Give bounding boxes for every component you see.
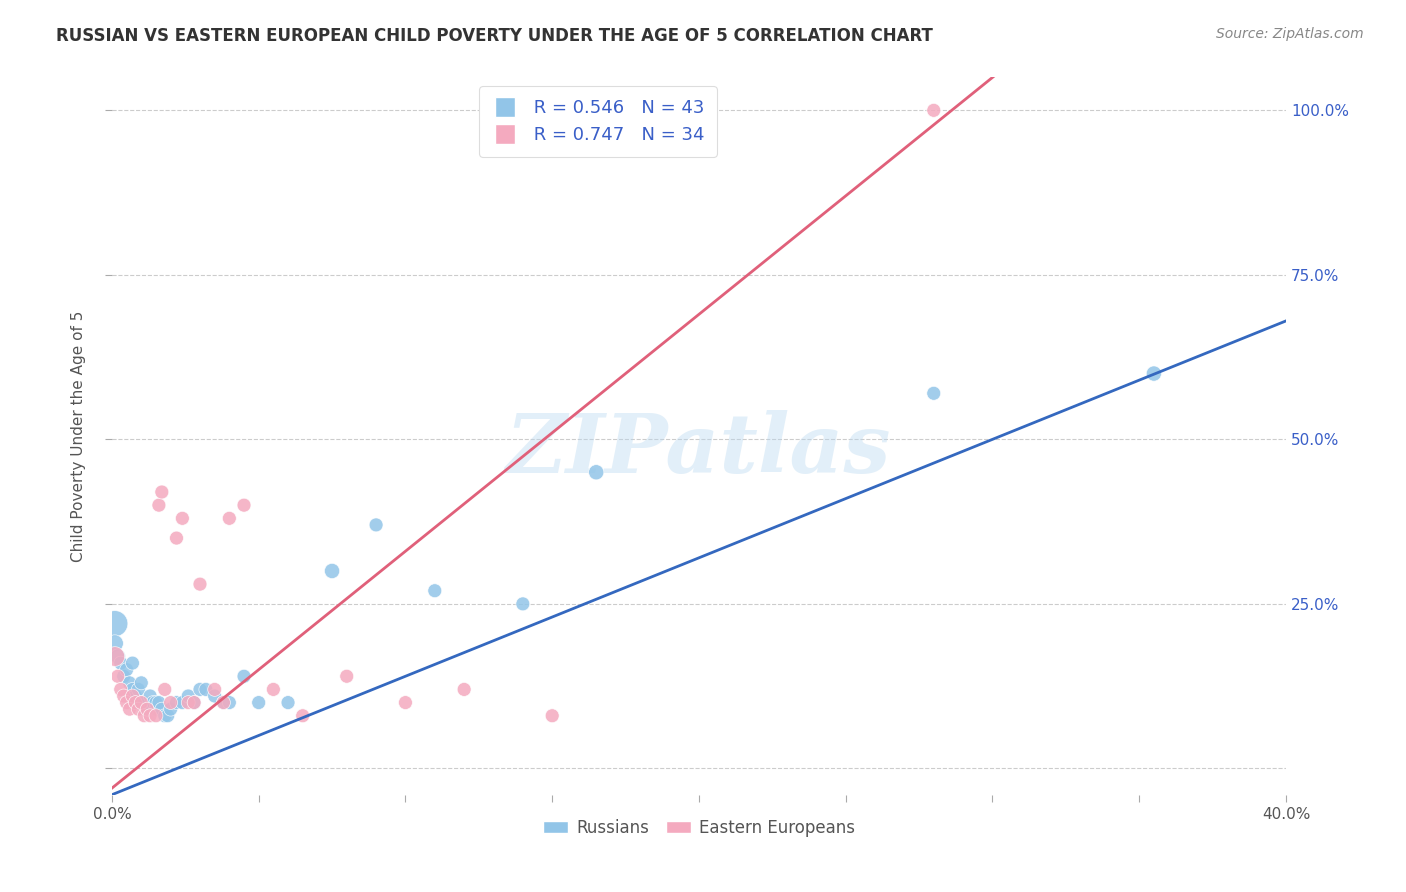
Point <box>262 682 284 697</box>
Point <box>188 682 211 697</box>
Point <box>218 511 240 525</box>
Point <box>115 663 138 677</box>
Point <box>129 696 152 710</box>
Text: ZIPatlas: ZIPatlas <box>506 410 891 491</box>
Point <box>107 669 129 683</box>
Y-axis label: Child Poverty Under the Age of 5: Child Poverty Under the Age of 5 <box>72 310 86 562</box>
Point <box>127 682 149 697</box>
Point <box>922 103 945 118</box>
Point <box>159 696 181 710</box>
Point <box>541 708 564 723</box>
Point <box>118 702 141 716</box>
Point <box>112 669 135 683</box>
Point <box>233 669 256 683</box>
Point <box>145 696 167 710</box>
Point <box>112 689 135 703</box>
Point <box>177 696 200 710</box>
Point <box>247 696 270 710</box>
Point <box>277 696 299 710</box>
Point <box>124 689 146 703</box>
Point <box>172 511 194 525</box>
Point <box>453 682 475 697</box>
Point <box>134 708 156 723</box>
Point <box>153 708 176 723</box>
Point <box>204 682 226 697</box>
Point <box>159 702 181 716</box>
Point <box>194 682 217 697</box>
Point <box>177 689 200 703</box>
Point <box>512 597 534 611</box>
Point <box>129 696 152 710</box>
Point <box>142 696 165 710</box>
Point <box>394 696 416 710</box>
Point <box>145 708 167 723</box>
Legend: Russians, Eastern Europeans: Russians, Eastern Europeans <box>536 813 862 844</box>
Point <box>121 682 143 697</box>
Point <box>204 689 226 703</box>
Point <box>107 649 129 664</box>
Point <box>364 517 387 532</box>
Text: Source: ZipAtlas.com: Source: ZipAtlas.com <box>1216 27 1364 41</box>
Point <box>118 676 141 690</box>
Point <box>233 498 256 512</box>
Point <box>104 636 127 650</box>
Point <box>115 696 138 710</box>
Point <box>150 485 173 500</box>
Point <box>148 498 170 512</box>
Text: RUSSIAN VS EASTERN EUROPEAN CHILD POVERTY UNDER THE AGE OF 5 CORRELATION CHART: RUSSIAN VS EASTERN EUROPEAN CHILD POVERT… <box>56 27 934 45</box>
Point <box>110 656 132 670</box>
Point <box>136 702 159 716</box>
Point <box>145 702 167 716</box>
Point <box>124 696 146 710</box>
Point <box>188 577 211 591</box>
Point <box>104 616 127 631</box>
Point <box>212 696 235 710</box>
Point <box>148 696 170 710</box>
Point <box>183 696 205 710</box>
Point <box>153 682 176 697</box>
Point <box>121 689 143 703</box>
Point <box>585 465 607 479</box>
Point <box>150 702 173 716</box>
Point <box>139 689 162 703</box>
Point <box>129 676 152 690</box>
Point <box>218 696 240 710</box>
Point <box>166 531 188 545</box>
Point <box>136 702 159 716</box>
Point <box>166 696 188 710</box>
Point <box>156 708 179 723</box>
Point <box>291 708 314 723</box>
Point <box>922 386 945 401</box>
Point <box>336 669 359 683</box>
Point <box>423 583 446 598</box>
Point <box>134 696 156 710</box>
Point <box>321 564 343 578</box>
Point <box>1143 367 1166 381</box>
Point <box>212 696 235 710</box>
Point <box>127 702 149 716</box>
Point <box>121 656 143 670</box>
Point <box>172 696 194 710</box>
Point <box>104 649 127 664</box>
Point <box>139 708 162 723</box>
Point <box>183 696 205 710</box>
Point <box>110 682 132 697</box>
